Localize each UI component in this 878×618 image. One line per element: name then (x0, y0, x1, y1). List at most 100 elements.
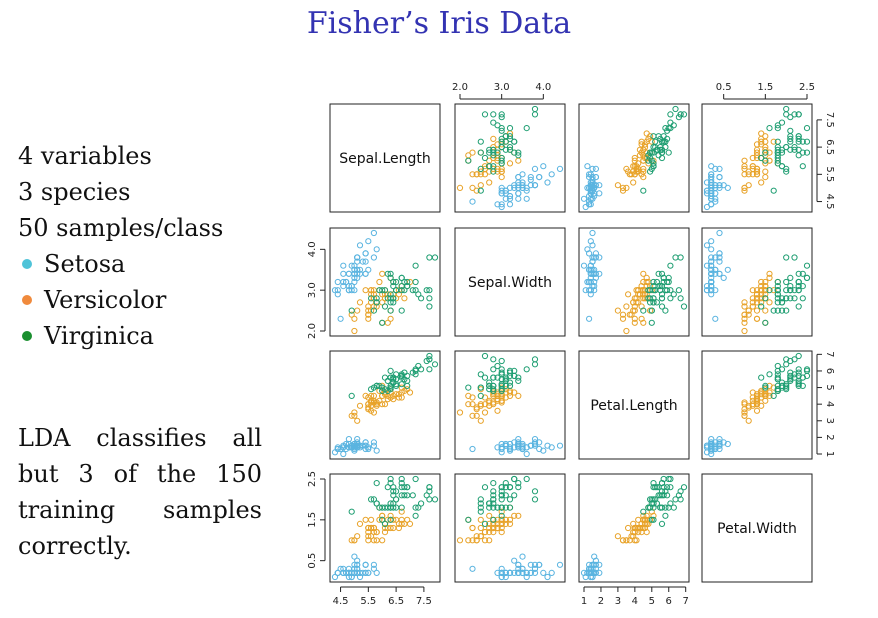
data-point-virginica (379, 387, 386, 394)
summary-samples: 50 samples/class (18, 214, 224, 242)
data-point-versicolor (753, 295, 761, 302)
data-point-versicolor (356, 402, 364, 409)
data-point-virginica (506, 369, 514, 376)
data-point-versicolor (741, 171, 748, 178)
data-point-virginica (498, 366, 505, 373)
data-point-virginica (387, 384, 394, 391)
data-point-versicolor (387, 524, 394, 532)
data-point-virginica (348, 392, 355, 399)
data-point-virginica (650, 163, 657, 170)
data-point-virginica (486, 382, 493, 389)
data-point-setosa (556, 442, 564, 449)
data-point-virginica (648, 319, 655, 326)
data-point-virginica (648, 149, 655, 156)
data-point-setosa (334, 445, 341, 453)
data-point-versicolor (506, 516, 514, 523)
y-tick-label: 3 (824, 418, 835, 424)
data-point-virginica (423, 287, 430, 294)
data-point-virginica (664, 484, 671, 491)
data-point-setosa (584, 163, 591, 170)
data-point-virginica (494, 504, 501, 511)
data-point-setosa (511, 569, 518, 576)
data-point-virginica (783, 361, 790, 368)
data-point-virginica (477, 504, 484, 511)
data-point-virginica (795, 369, 802, 376)
data-point-versicolor (384, 291, 391, 298)
slide-title: Fisher’s Iris Data (306, 6, 572, 41)
data-point-versicolor (623, 537, 630, 544)
data-point-virginica (498, 144, 505, 151)
data-point-setosa (331, 287, 339, 294)
data-point-virginica (376, 382, 383, 389)
y-tick-label: 4 (824, 401, 835, 407)
data-point-virginica (658, 492, 666, 499)
data-point-setosa (531, 165, 539, 173)
data-point-virginica (387, 475, 394, 483)
data-point-setosa (712, 165, 719, 173)
data-point-versicolor (762, 283, 769, 290)
data-point-virginica (803, 274, 811, 281)
data-point-virginica (481, 154, 489, 162)
data-point-virginica (523, 475, 530, 483)
data-point-virginica (664, 287, 671, 294)
data-point-setosa (527, 561, 534, 568)
data-point-setosa (506, 201, 514, 208)
data-point-versicolor (469, 537, 476, 544)
data-point-virginica (655, 270, 662, 277)
data-point-versicolor (626, 311, 633, 318)
data-point-virginica (787, 283, 794, 290)
data-point-versicolor (370, 295, 378, 302)
data-point-virginica (418, 500, 425, 507)
data-point-virginica (803, 138, 811, 145)
data-point-virginica (379, 319, 386, 326)
data-point-virginica (645, 157, 652, 164)
data-point-versicolor (469, 524, 476, 532)
data-point-setosa (708, 270, 715, 277)
data-point-virginica (803, 366, 811, 373)
data-point-virginica (393, 278, 400, 286)
data-point-versicolor (384, 524, 391, 532)
data-point-versicolor (490, 399, 497, 406)
data-point-versicolor (502, 520, 509, 527)
data-point-versicolor (515, 392, 522, 399)
data-point-virginica (774, 295, 781, 302)
data-point-virginica (481, 111, 489, 118)
data-point-setosa (334, 569, 341, 576)
data-point-setosa (716, 258, 723, 265)
y-tick-label: 2.5 (307, 471, 318, 487)
data-point-versicolor (758, 299, 765, 306)
data-point-versicolor (370, 409, 378, 416)
data-point-virginica (766, 371, 773, 378)
data-point-versicolor (758, 283, 765, 290)
data-point-virginica (652, 496, 659, 503)
data-point-virginica (506, 135, 514, 143)
data-point-virginica (486, 504, 493, 511)
data-point-versicolor (741, 412, 748, 419)
data-point-setosa (596, 182, 603, 189)
data-point-setosa (502, 440, 509, 448)
data-point-virginica (523, 125, 530, 132)
data-point-setosa (519, 171, 526, 178)
data-point-versicolor (749, 299, 756, 306)
data-point-setosa (591, 283, 598, 290)
data-point-setosa (591, 266, 598, 273)
data-point-virginica (791, 287, 798, 294)
data-point-setosa (370, 561, 378, 568)
data-point-virginica (387, 382, 394, 389)
data-point-virginica (390, 278, 397, 286)
data-point-versicolor (753, 307, 761, 314)
data-point-virginica (387, 367, 394, 374)
data-point-setosa (592, 165, 599, 173)
data-point-virginica (650, 504, 657, 511)
data-point-setosa (587, 195, 594, 202)
species-label-setosa: Setosa (44, 250, 126, 278)
data-point-virginica (658, 504, 666, 511)
data-point-versicolor (387, 512, 394, 519)
data-point-virginica (415, 504, 422, 511)
data-point-versicolor (506, 160, 514, 167)
data-point-versicolor (630, 533, 637, 540)
data-point-versicolor (354, 417, 361, 424)
data-point-virginica (650, 278, 657, 286)
data-point-virginica (498, 504, 505, 511)
data-point-setosa (703, 283, 711, 290)
